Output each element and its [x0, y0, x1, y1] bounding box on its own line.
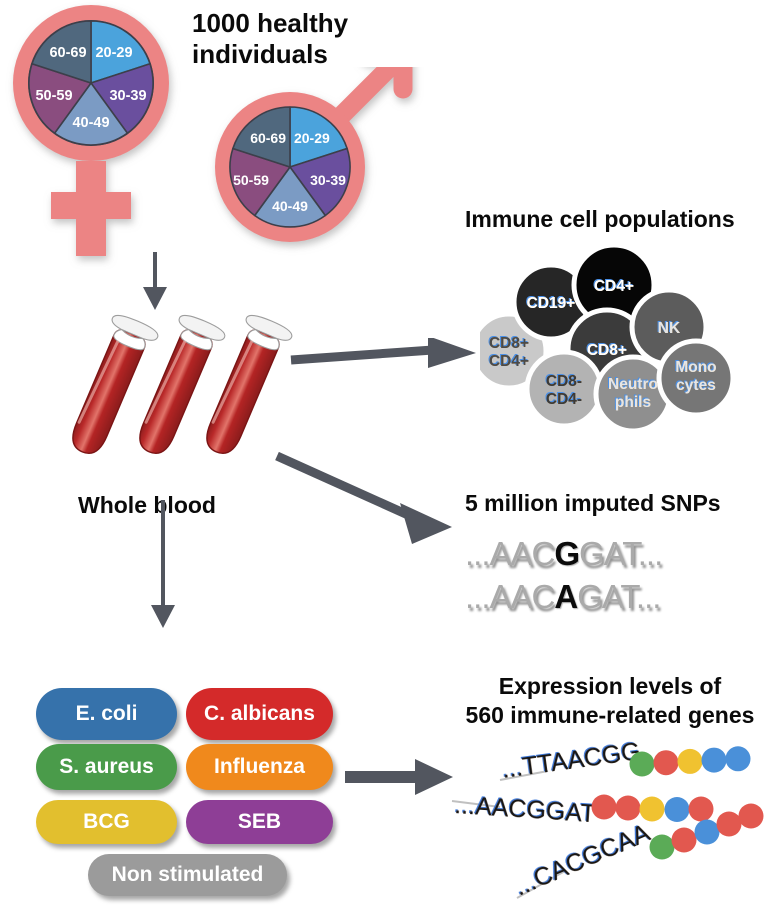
- svg-text:Mono: Mono: [675, 359, 716, 376]
- svg-text:...TTAACGG: ...TTAACGG: [500, 737, 642, 783]
- svg-text:CD8-: CD8-: [546, 373, 582, 390]
- svg-text:phils: phils: [615, 394, 651, 411]
- svg-text:Neutro: Neutro: [608, 376, 658, 393]
- svg-text:...CACGCAA: ...CACGCAA: [510, 819, 654, 902]
- svg-text:CD8+: CD8+: [587, 342, 627, 359]
- svg-text:NK: NK: [658, 320, 681, 337]
- svg-text:CD4-: CD4-: [546, 391, 582, 408]
- svg-text:CD4+: CD4+: [594, 278, 634, 295]
- svg-text:CD8+: CD8+: [489, 335, 529, 352]
- svg-text:CD4+: CD4+: [489, 353, 529, 370]
- svg-text:...AACGGAT: ...AACGGAT: [454, 791, 597, 828]
- svg-text:CD19+: CD19+: [527, 295, 576, 312]
- svg-text:cytes: cytes: [676, 377, 716, 394]
